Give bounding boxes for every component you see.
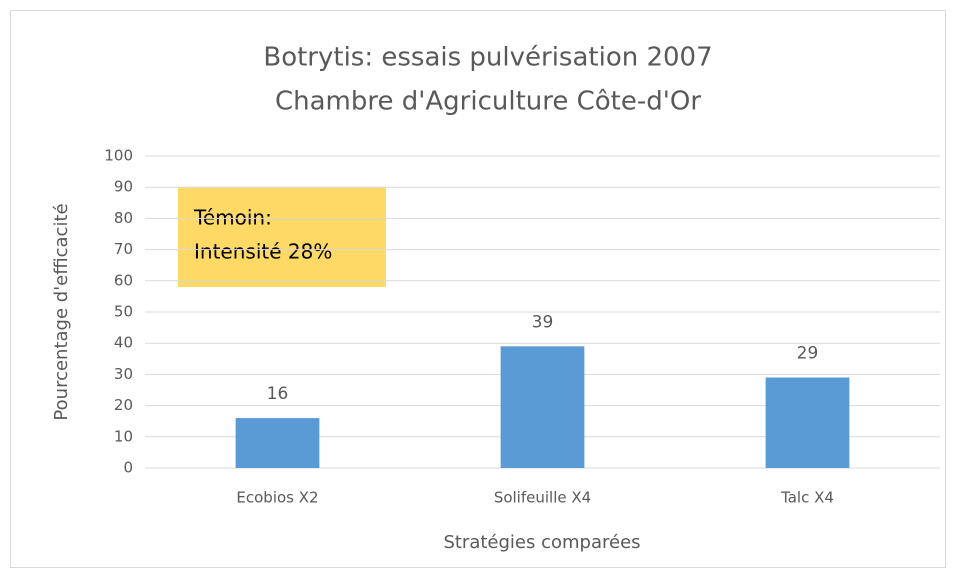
data-label: 16	[267, 384, 289, 404]
y-tick-label: 40	[114, 334, 133, 352]
y-tick-label: 0	[123, 459, 133, 477]
chart-subtitle: Chambre d'Agriculture Côte-d'Or	[275, 87, 701, 117]
bar	[500, 346, 585, 468]
y-tick-label: 70	[114, 240, 133, 258]
y-tick-label: 10	[114, 427, 133, 445]
y-tick-label: 30	[114, 365, 133, 383]
y-tick-label: 80	[114, 209, 133, 227]
data-label: 39	[532, 312, 554, 332]
bar	[765, 377, 850, 468]
chart-title: Botrytis: essais pulvérisation 2007	[263, 43, 712, 73]
annotation-box	[178, 187, 386, 287]
y-tick-label: 20	[114, 396, 133, 414]
annotation-text: Témoin:	[193, 206, 272, 230]
y-tick-label: 50	[114, 303, 133, 321]
y-axis-label: Pourcentage d'efficacité	[51, 203, 72, 420]
y-tick-label: 90	[114, 178, 133, 196]
chart-border	[10, 10, 946, 568]
y-tick-label: 100	[104, 147, 133, 165]
bar	[235, 418, 320, 468]
y-tick-label: 60	[114, 271, 133, 289]
x-axis-label: Stratégies comparées	[443, 532, 640, 553]
x-tick-label: Solifeuille X4	[494, 489, 591, 507]
x-tick-label: Talc X4	[780, 489, 834, 507]
x-tick-label: Ecobios X2	[236, 489, 318, 507]
data-label: 29	[797, 344, 819, 364]
annotation-text: Intensité 28%	[194, 240, 332, 264]
